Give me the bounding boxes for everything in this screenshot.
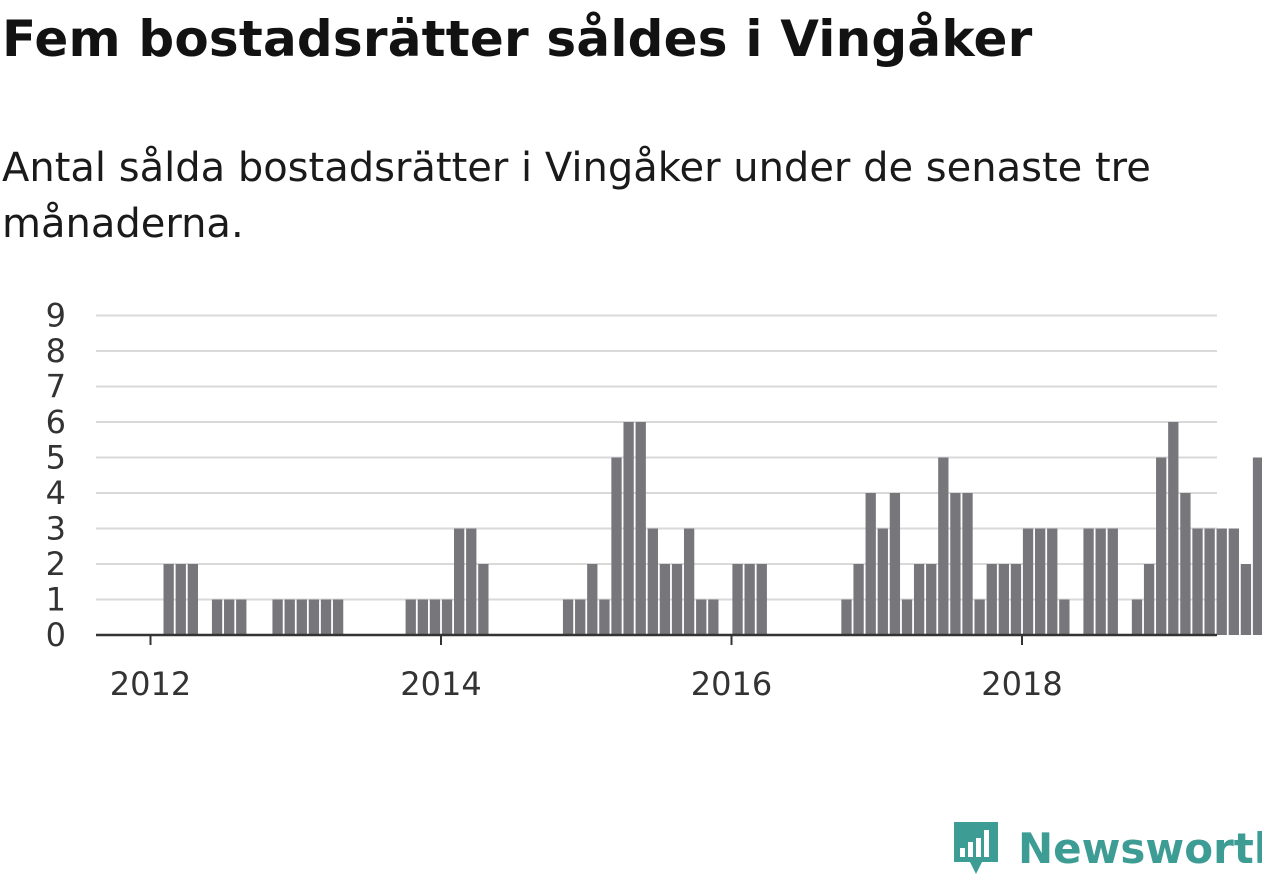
bar <box>950 493 961 635</box>
bar <box>1180 493 1191 635</box>
y-tick-label: 1 <box>46 581 66 619</box>
y-tick-label: 4 <box>46 474 66 512</box>
bar <box>1095 528 1106 635</box>
bar <box>998 564 1009 635</box>
y-tick-label: 7 <box>46 368 66 406</box>
bar <box>901 599 913 635</box>
y-tick-label: 9 <box>46 297 66 335</box>
bar <box>466 528 477 635</box>
brand-name: Newsworthy <box>1018 823 1262 873</box>
bar <box>1252 457 1262 635</box>
bar <box>1240 564 1252 635</box>
bar <box>587 564 598 635</box>
bar <box>224 599 235 635</box>
bar <box>284 599 295 635</box>
newsworthy-logo-icon <box>954 822 998 874</box>
bar <box>696 599 707 635</box>
bar <box>1156 457 1167 635</box>
bars <box>163 422 1262 635</box>
bar <box>865 493 876 635</box>
bar <box>211 599 223 635</box>
bar <box>1143 564 1155 635</box>
bar <box>708 599 719 635</box>
bar <box>478 564 489 635</box>
bar <box>332 599 344 635</box>
y-tick-label: 2 <box>46 545 66 583</box>
bar <box>1192 528 1203 635</box>
bar <box>429 599 441 635</box>
bar <box>187 564 199 635</box>
bar <box>974 599 985 635</box>
bar <box>841 599 852 635</box>
bar <box>744 564 755 635</box>
bar <box>1010 564 1022 635</box>
chart-title: Fem bostadsrätter såldes i Vingåker <box>2 10 1033 68</box>
bar <box>647 528 658 635</box>
bar <box>175 564 186 635</box>
tick-labels: 0123456789520122014201620182020202220242… <box>46 297 1063 704</box>
bar <box>756 564 767 635</box>
bar <box>962 493 973 635</box>
bar <box>236 599 247 635</box>
bar <box>562 599 574 635</box>
bar <box>913 564 925 635</box>
bar <box>659 564 671 635</box>
x-tick-label: 2018 <box>981 665 1062 703</box>
bar <box>599 599 610 635</box>
bar <box>623 422 634 635</box>
bar <box>938 457 949 635</box>
bar <box>853 564 864 635</box>
bar <box>272 599 283 635</box>
bar <box>1131 599 1143 635</box>
bar <box>441 599 453 635</box>
bar <box>611 457 622 635</box>
bar <box>889 493 901 635</box>
y-tick-label: 8 <box>46 332 66 370</box>
y-tick-label: 3 <box>46 510 66 548</box>
bar <box>1228 528 1239 635</box>
bar <box>1035 528 1046 635</box>
x-tick-label: 2012 <box>110 665 191 703</box>
bar <box>671 564 683 635</box>
bar <box>1022 528 1034 635</box>
bar <box>1216 528 1227 635</box>
bar <box>1204 528 1215 635</box>
bar <box>926 564 937 635</box>
axes <box>96 633 1217 645</box>
bar <box>635 422 646 635</box>
y-tick-label: 6 <box>46 403 66 441</box>
chart-subtitle: Antal sålda bostadsrätter i Vingåker und… <box>2 145 1151 247</box>
bar <box>405 599 416 635</box>
bar <box>320 599 332 635</box>
bar <box>732 564 743 635</box>
brand-logo: Newsworthy <box>950 818 1262 878</box>
bar <box>308 599 320 635</box>
bar <box>296 599 307 635</box>
bar <box>986 564 997 635</box>
bar <box>1047 528 1058 635</box>
bar <box>1107 528 1118 635</box>
bar <box>575 599 586 635</box>
bar <box>877 528 888 635</box>
y-tick-label: 5 <box>46 439 66 477</box>
bar <box>1059 599 1070 635</box>
y-tick-label: 0 <box>46 616 66 654</box>
bar <box>1168 422 1179 635</box>
bar <box>1083 528 1094 635</box>
bar <box>454 528 465 635</box>
bar <box>683 528 695 635</box>
x-tick-label: 2016 <box>691 665 772 703</box>
x-tick-label: 2014 <box>400 665 481 703</box>
bar <box>163 564 174 635</box>
bar <box>417 599 428 635</box>
